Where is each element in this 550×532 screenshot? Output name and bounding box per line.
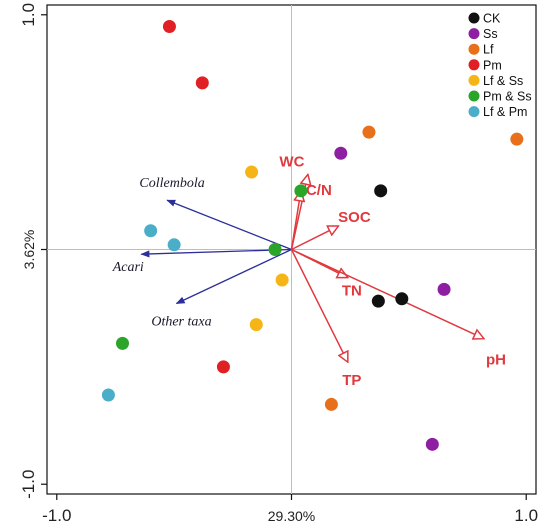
data-point	[245, 165, 259, 179]
y-tick-label: 1.0	[19, 3, 38, 27]
data-point	[101, 388, 115, 402]
taxon-label: Other taxa	[151, 314, 211, 329]
env-label: SOC	[338, 209, 371, 226]
data-point	[268, 243, 282, 256]
data-point	[395, 292, 409, 306]
env-label: TN	[342, 283, 362, 300]
data-point	[371, 294, 385, 308]
taxon-label: Acari	[112, 260, 144, 275]
data-point	[116, 336, 130, 350]
environment-vectors: WCC/N SOC TN pH TP	[279, 153, 506, 389]
data-point	[167, 238, 181, 252]
env-vector	[290, 249, 348, 363]
y-tick-label: -1.0	[19, 470, 38, 499]
taxa-vectors: Collembola Acari Other taxa	[112, 176, 292, 329]
y-tick-label: 3.62%	[21, 230, 37, 270]
env-vector	[291, 226, 339, 251]
legend-label: CK	[483, 12, 501, 26]
data-point	[195, 76, 209, 90]
legend-marker	[468, 59, 480, 71]
legend-label: Pm	[483, 58, 502, 72]
tick-labels: -1.0 29.30% 1.0 1.0 3.62% -1.0	[19, 3, 538, 525]
x-tick-label: -1.0	[42, 506, 71, 525]
env-label: TP	[342, 372, 361, 389]
data-point	[362, 125, 376, 139]
data-point	[294, 184, 308, 198]
data-point	[249, 318, 263, 332]
taxon-vector	[175, 248, 292, 305]
legend-marker	[468, 43, 480, 55]
taxon-vector	[166, 199, 292, 251]
data-point	[510, 132, 524, 146]
legend-marker	[468, 28, 480, 40]
env-vector	[290, 191, 301, 250]
data-point	[216, 360, 230, 374]
x-tick-label: 29.30%	[268, 508, 315, 524]
legend-marker	[468, 90, 480, 102]
data-point	[162, 20, 176, 34]
legend-label: Ss	[483, 27, 498, 41]
env-vector	[291, 248, 484, 339]
env-label: pH	[486, 352, 506, 369]
data-point	[374, 184, 388, 198]
legend-label: Pm & Ss	[483, 90, 532, 104]
legend-label: Lf	[483, 43, 494, 57]
sample-points	[101, 20, 524, 451]
data-point	[425, 437, 439, 451]
legend-label: Lf & Pm	[483, 105, 527, 119]
taxon-label: Collembola	[139, 176, 204, 191]
legend-marker	[468, 106, 480, 118]
data-point	[437, 282, 451, 296]
data-point	[144, 224, 158, 238]
legend-marker	[468, 12, 480, 24]
legend-label: Lf & Ss	[483, 74, 523, 88]
data-point	[275, 273, 289, 287]
x-tick-label: 1.0	[514, 506, 538, 525]
legend-marker	[468, 74, 480, 86]
data-point	[324, 397, 338, 411]
taxon-vector	[140, 248, 292, 258]
env-label: C/N	[306, 182, 332, 199]
env-label: WC	[279, 153, 304, 170]
data-point	[334, 146, 348, 160]
